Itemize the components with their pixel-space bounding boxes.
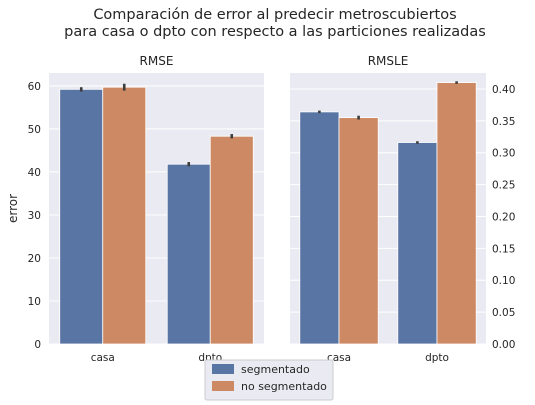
bar-casa-segmentado [299,111,340,345]
legend-swatch-segmentado [212,364,234,374]
legend-label-no-segmentado: no segmentado [241,380,327,393]
y-tick-label: 0.00 [492,339,515,351]
y-tick-label: 30 [28,210,41,222]
panel-title: RMSE [140,54,174,68]
legend-swatch-no-segmentado [212,381,234,391]
y-tick-label: 0 [34,339,41,351]
y-tick-label: 60 [28,81,41,93]
y-tick-label: 0.25 [492,180,515,192]
y-tick-label: 40 [28,167,41,179]
bar-dpto-segmentado [397,142,438,345]
y-axis-label: error [6,194,20,223]
y-tick-label: 10 [28,296,41,308]
bar-dpto-segmentado [166,163,211,345]
chart-title-line1: Comparación de error al predecir metrosc… [93,7,456,23]
bar-casa-no-segmentado [338,117,379,345]
y-tick-label: 0.35 [492,116,515,128]
y-tick-label: 0.05 [492,307,515,319]
x-tick-label: dpto [425,352,449,364]
y-tick-label: 50 [28,124,41,136]
x-tick-label: casa [91,352,115,364]
y-tick-label: 0.20 [492,211,515,223]
legend-box [204,359,334,401]
panel-title: RMSLE [368,54,409,68]
legend-label-segmentado: segmentado [241,363,310,376]
y-tick-label: 0.15 [492,243,515,255]
rmsle-panel: 0.000.050.100.150.200.250.300.350.40casa… [290,54,515,364]
bar-dpto-no-segmentado [209,135,254,345]
chart-title-line2: para casa o dpto con respecto a las part… [64,24,486,40]
y-tick-label: 0.10 [492,275,515,287]
legend: segmentado no segmentado [204,359,334,401]
bar-casa-no-segmentado [102,86,147,345]
y-tick-label: 20 [28,253,41,265]
bar-casa-segmentado [59,88,104,345]
y-tick-label: 0.30 [492,148,515,160]
bar-dpto-no-segmentado [436,82,477,345]
y-tick-label: 0.40 [492,84,515,96]
